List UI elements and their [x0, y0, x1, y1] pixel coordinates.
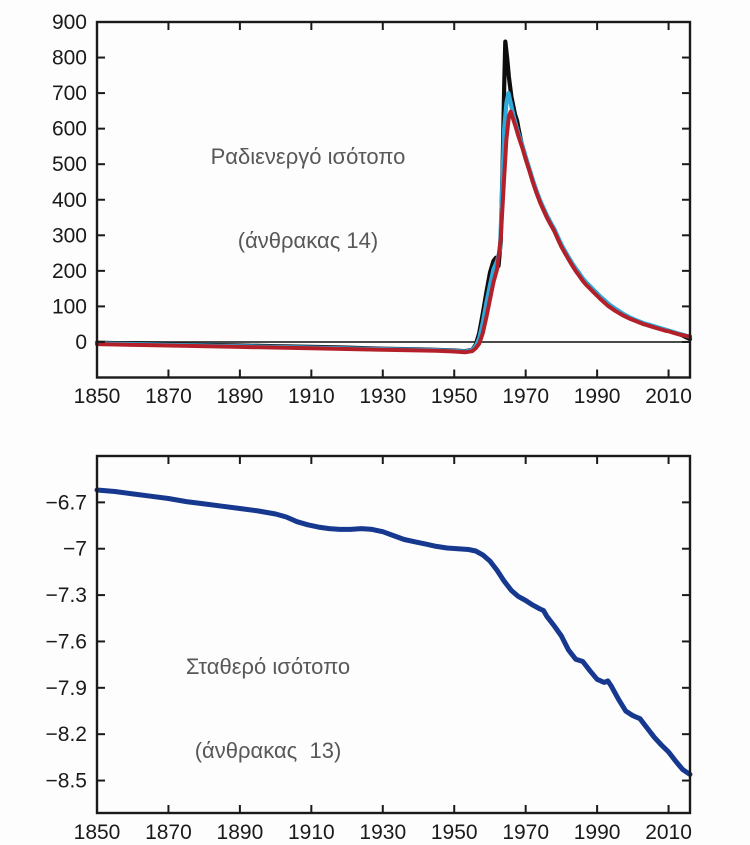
x-tick-label: 1910: [288, 385, 335, 408]
c14-axes-box: [95, 20, 692, 379]
y-tick-label: −7.3: [46, 584, 87, 607]
x-tick-label: 2010: [645, 821, 692, 844]
x-tick-label: 1950: [431, 821, 478, 844]
x-tick-label: 1990: [574, 385, 621, 408]
c14-annotation-line1: Ραδιενεργό ισότοπο: [210, 144, 406, 169]
x-tick-label: 1870: [145, 385, 192, 408]
c13-annotation: Σταθερό ισότοπο (άνθρακας 13): [186, 597, 350, 793]
c13-navy-line: [94, 487, 693, 777]
y-tick-label: −8.2: [46, 723, 87, 746]
y-tick-label: −7.6: [46, 630, 87, 653]
x-tick-label: 1850: [74, 385, 121, 408]
x-tick-label: 1930: [359, 385, 406, 408]
y-tick-label: −7.9: [46, 677, 87, 700]
c13-annotation-line2: (άνθρακας 13): [194, 738, 342, 763]
x-tick-label: 1950: [431, 385, 478, 408]
y-tick-label: 500: [52, 153, 87, 176]
x-tick-label: 1990: [574, 821, 621, 844]
c14-red-line: [95, 109, 692, 355]
y-tick-label: 900: [52, 11, 87, 34]
y-tick-label: −8.5: [46, 770, 87, 793]
y-tick-label: 100: [52, 295, 87, 318]
x-tick-label: 2010: [645, 385, 692, 408]
c14-plot-area: 1850 1870 1890 1910 1930 1950 1970 1990 2010 0 100…: [52, 11, 693, 408]
x-tick-label: 1910: [288, 821, 335, 844]
c13-plot-area: 1850 1870 1890 1910 1930 1950 1970 1990 2010 −6.7…: [46, 454, 693, 844]
c13-annotation-line1: Σταθερό ισότοπο: [185, 654, 351, 679]
y-tick-label: 800: [52, 47, 87, 70]
y-tick-label: 700: [52, 82, 87, 105]
c14-annotation: Ραδιενεργό ισότοπο (άνθρακας 14): [211, 87, 406, 283]
y-tick-label: −7: [63, 538, 87, 561]
y-tick-label: 400: [52, 189, 87, 212]
y-tick-label: 200: [52, 260, 87, 283]
x-tick-label: 1870: [145, 821, 192, 844]
c14-annotation-line2: (άνθρακας 14): [237, 228, 379, 253]
x-tick-label: 1970: [502, 385, 549, 408]
x-tick-label: 1850: [74, 821, 121, 844]
y-tick-label: 600: [52, 118, 87, 141]
x-tick-label: 1890: [217, 385, 264, 408]
c13-axes-box: [95, 454, 692, 815]
y-tick-label: −6.7: [46, 491, 87, 514]
x-tick-label: 1930: [359, 821, 406, 844]
x-tick-label: 1970: [502, 821, 549, 844]
y-tick-label: 300: [52, 224, 87, 247]
y-tick-label: 0: [75, 331, 87, 354]
x-tick-label: 1890: [217, 821, 264, 844]
